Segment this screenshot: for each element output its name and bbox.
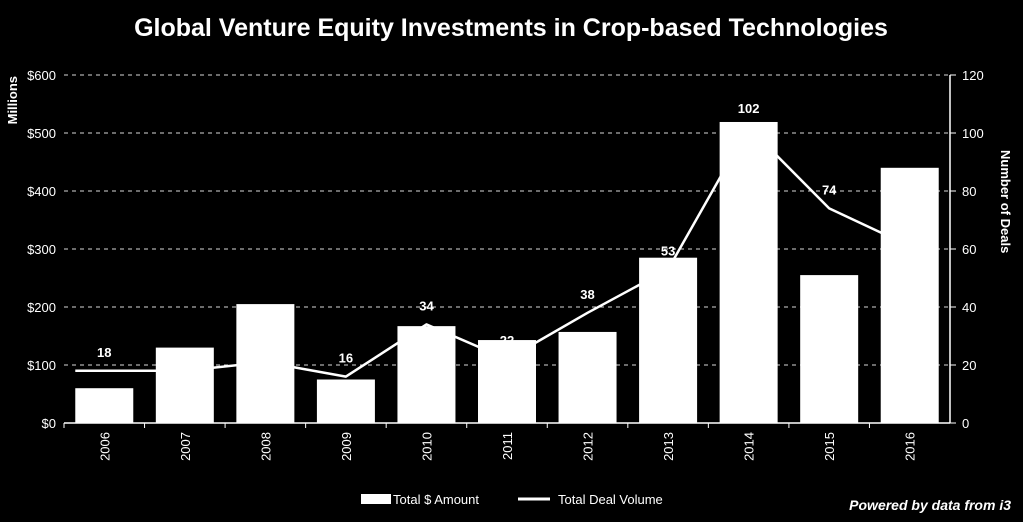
y2-tick-label: 120 — [962, 68, 984, 83]
bar — [880, 167, 939, 423]
legend: Total $ Amount Total Deal Volume — [361, 492, 663, 507]
y-tick-label: $200 — [27, 300, 56, 315]
x-tick-label: 2015 — [822, 432, 837, 461]
legend-label-volume: Total Deal Volume — [558, 492, 663, 507]
deal-volume-label: 38 — [580, 287, 594, 302]
x-tick-label: 2008 — [258, 432, 273, 461]
deal-volume-label: 18 — [97, 345, 111, 360]
deal-volume-label: 34 — [419, 298, 434, 313]
bar — [639, 257, 698, 423]
y-tick-label: $400 — [27, 184, 56, 199]
y2-tick-label: 100 — [962, 126, 984, 141]
y2-tick-label: 20 — [962, 358, 976, 373]
y-tick-label: $300 — [27, 242, 56, 257]
axes: $0 0 $100 20 $200 40 $300 60 $400 80 $500 100 $600 12… — [27, 68, 984, 461]
deal-volume-label: 74 — [822, 182, 837, 197]
chart-title: Global Venture Equity Investments in Cro… — [134, 14, 888, 42]
x-tick-label: 2011 — [500, 432, 515, 460]
x-tick-label: 2016 — [903, 432, 918, 461]
bar-series — [75, 121, 939, 423]
y2-tick-label: 40 — [962, 300, 976, 315]
bar — [75, 388, 134, 423]
bar — [397, 326, 456, 423]
x-tick-label: 2014 — [742, 432, 757, 461]
deal-volume-label: 22 — [500, 333, 514, 348]
y-axis-title: Millions — [5, 76, 20, 124]
x-tick-label: 2013 — [661, 432, 676, 461]
deal-volume-label: 53 — [661, 243, 675, 258]
line-series — [75, 125, 911, 378]
y2-tick-label: 80 — [962, 184, 976, 199]
credit-annotation: Powered by data from i3 — [849, 497, 1011, 513]
x-tick-label: 2007 — [178, 432, 193, 461]
bar — [800, 275, 859, 423]
bar — [316, 379, 375, 423]
bar — [478, 340, 536, 423]
deal-volume-line — [75, 125, 911, 378]
bar — [719, 121, 778, 423]
deal-volume-label: 102 — [738, 101, 760, 116]
y2-axis-title: Number of Deals — [998, 150, 1013, 253]
x-tick-label: 2010 — [419, 432, 434, 461]
y-tick-label: $100 — [27, 358, 56, 373]
y-tick-label: $600 — [27, 68, 56, 83]
x-tick-label: 2012 — [581, 432, 596, 461]
data-labels: 18 18 16 34 22 38 53 102 74 — [97, 101, 837, 365]
legend-label-amount: Total $ Amount — [393, 492, 479, 507]
y2-tick-label: 60 — [962, 242, 976, 257]
deal-volume-label: 16 — [339, 351, 353, 366]
y-tick-label: $0 — [42, 416, 56, 431]
deal-volume-label: 18 — [178, 345, 192, 360]
bar — [558, 331, 617, 423]
y2-tick-label: 0 — [962, 416, 969, 431]
x-tick-label: 2006 — [97, 432, 112, 461]
y-tick-label: $500 — [27, 126, 56, 141]
x-tick-label: 2009 — [339, 432, 354, 461]
legend-bar-swatch — [361, 494, 391, 504]
bar — [155, 347, 214, 423]
